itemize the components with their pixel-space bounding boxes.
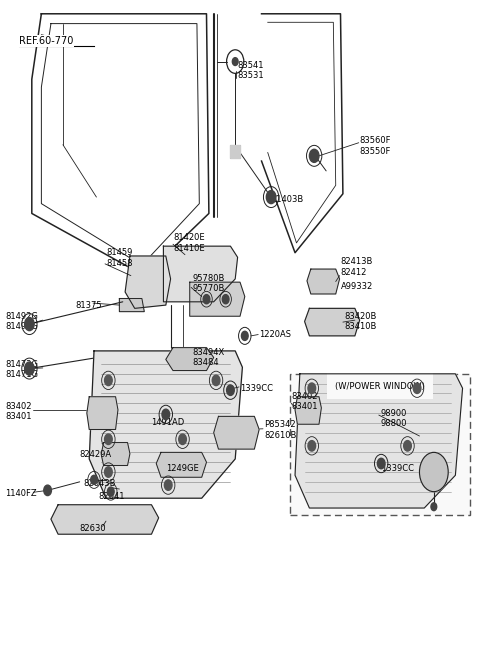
- Circle shape: [212, 375, 220, 386]
- Circle shape: [24, 362, 34, 375]
- Text: 11403B: 11403B: [271, 195, 303, 204]
- Text: A99332: A99332: [340, 282, 373, 291]
- Polygon shape: [51, 504, 158, 534]
- Text: 83420B
83410B: 83420B 83410B: [344, 312, 377, 331]
- Circle shape: [108, 487, 114, 496]
- Circle shape: [44, 485, 51, 495]
- Text: 82413B
82412: 82413B 82412: [340, 257, 373, 277]
- Text: 81375: 81375: [75, 300, 101, 310]
- Polygon shape: [87, 397, 118, 430]
- Polygon shape: [166, 348, 214, 371]
- Circle shape: [222, 295, 229, 304]
- Polygon shape: [295, 397, 322, 424]
- Text: 83541
83531: 83541 83531: [238, 61, 264, 81]
- Text: 98900
98800: 98900 98800: [380, 409, 407, 428]
- Text: 81472G
81471G: 81472G 81471G: [5, 359, 38, 379]
- Circle shape: [105, 375, 112, 386]
- Text: 81459
81458: 81459 81458: [106, 248, 132, 268]
- Text: 82630: 82630: [80, 524, 106, 533]
- Text: (W/POWER WINDOW): (W/POWER WINDOW): [335, 382, 425, 391]
- Circle shape: [420, 453, 448, 491]
- Polygon shape: [214, 417, 259, 449]
- Circle shape: [308, 383, 316, 394]
- Circle shape: [377, 459, 385, 469]
- Polygon shape: [120, 298, 144, 312]
- Text: 1140FZ: 1140FZ: [5, 489, 37, 498]
- Circle shape: [105, 467, 112, 478]
- Polygon shape: [307, 269, 339, 294]
- Circle shape: [179, 434, 186, 445]
- Circle shape: [203, 295, 210, 304]
- Text: 83402
83401: 83402 83401: [292, 392, 318, 411]
- Circle shape: [227, 385, 234, 396]
- Bar: [230, 145, 240, 158]
- Circle shape: [431, 502, 437, 510]
- Circle shape: [241, 331, 248, 340]
- Text: 81420E
81410E: 81420E 81410E: [173, 233, 204, 253]
- Text: 81492G
81491G: 81492G 81491G: [5, 312, 38, 331]
- Polygon shape: [295, 374, 463, 508]
- Text: P85342
82610B: P85342 82610B: [264, 420, 296, 440]
- Polygon shape: [156, 453, 206, 478]
- Text: 82429A: 82429A: [80, 450, 112, 459]
- Text: REF.60-770: REF.60-770: [19, 36, 73, 47]
- Circle shape: [162, 409, 169, 420]
- Circle shape: [266, 190, 276, 203]
- Text: 1220AS: 1220AS: [259, 330, 291, 339]
- Circle shape: [91, 476, 97, 484]
- Polygon shape: [305, 308, 360, 336]
- Circle shape: [310, 150, 319, 163]
- Circle shape: [164, 480, 172, 490]
- Circle shape: [24, 318, 34, 331]
- FancyBboxPatch shape: [290, 374, 470, 514]
- Text: 82643B: 82643B: [83, 480, 116, 488]
- Text: 83560F
83550F: 83560F 83550F: [360, 136, 391, 155]
- Polygon shape: [89, 351, 242, 498]
- Polygon shape: [163, 246, 238, 302]
- Text: 1249GE: 1249GE: [166, 464, 199, 473]
- Text: 95780B
95770B: 95780B 95770B: [192, 274, 225, 293]
- Circle shape: [232, 58, 238, 66]
- Circle shape: [404, 441, 411, 451]
- Circle shape: [308, 441, 316, 451]
- Polygon shape: [125, 256, 170, 308]
- Text: 82641: 82641: [99, 492, 125, 501]
- Text: 1339CC: 1339CC: [381, 464, 414, 473]
- Text: 83402
83401: 83402 83401: [5, 402, 32, 422]
- Circle shape: [105, 434, 112, 445]
- Polygon shape: [190, 282, 245, 316]
- Polygon shape: [101, 443, 130, 466]
- Text: 1491AD: 1491AD: [152, 418, 185, 427]
- Text: 83494X
83484: 83494X 83484: [192, 348, 224, 367]
- Text: 1339CC: 1339CC: [240, 384, 273, 394]
- Circle shape: [413, 383, 421, 394]
